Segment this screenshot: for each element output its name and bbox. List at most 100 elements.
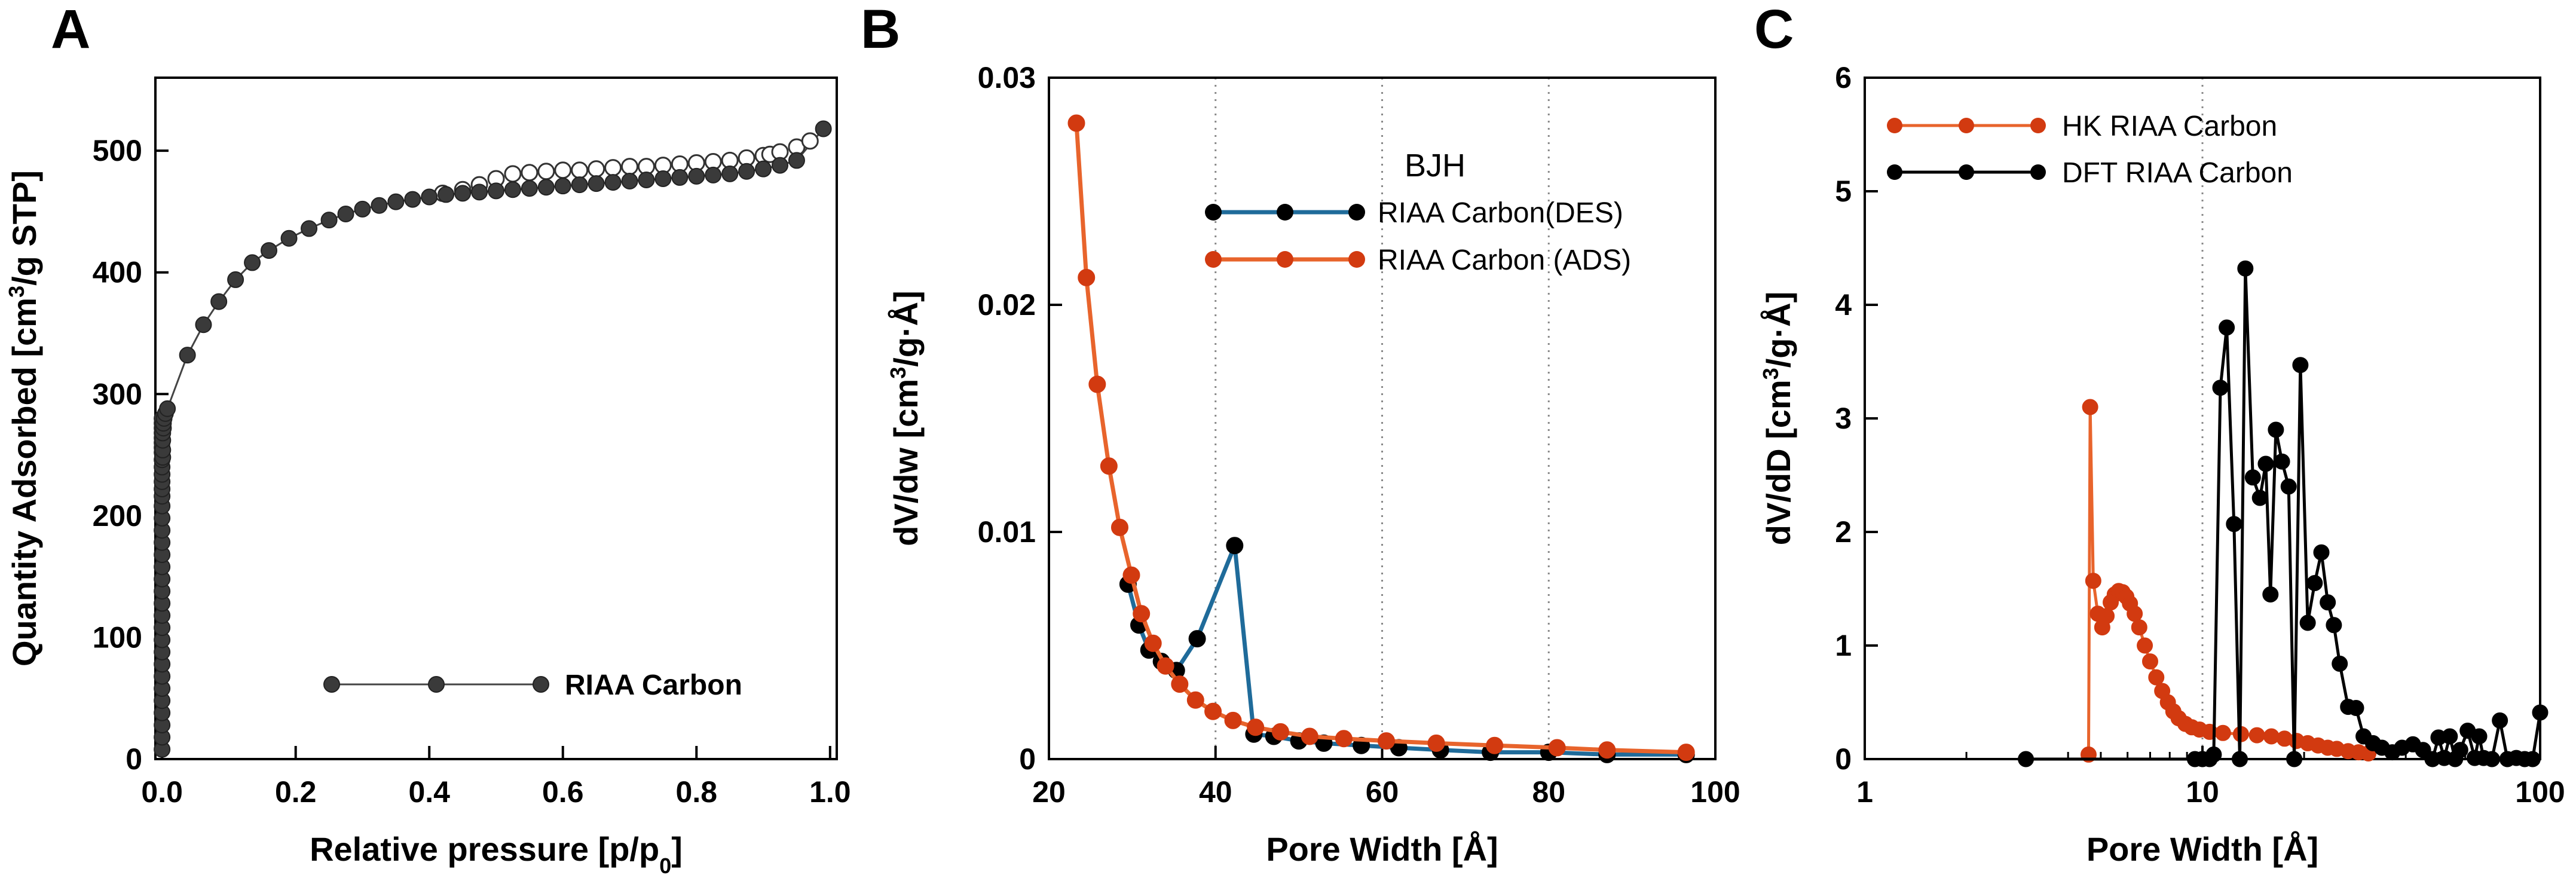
point-adsorption-59 <box>438 186 455 203</box>
point-c-1-7 <box>2226 516 2242 533</box>
point-c-1-16 <box>2280 478 2297 495</box>
point-adsorption-62 <box>488 182 504 200</box>
point-b-1-18 <box>1427 734 1445 752</box>
point-c-1-26 <box>2348 700 2364 716</box>
point-c-1-49 <box>2524 751 2541 767</box>
point-c-1-4 <box>2205 746 2222 763</box>
point-adsorption-72 <box>654 170 672 187</box>
point-c-0-5 <box>2098 608 2115 625</box>
point-c-1-10 <box>2244 469 2261 486</box>
point-desorption-5 <box>521 164 539 182</box>
point-c-0-13 <box>2131 619 2147 636</box>
point-b-1-22 <box>1677 744 1695 761</box>
point-adsorption-60 <box>454 185 472 202</box>
point-adsorption-68 <box>588 175 605 192</box>
point-adsorption-50 <box>280 230 298 247</box>
x-tick-label-a-5: 1.0 <box>809 775 851 809</box>
point-b-1-0 <box>1067 114 1085 132</box>
legend-marker-c-0-2 <box>2030 118 2046 133</box>
point-b-1-3 <box>1100 457 1118 475</box>
point-desorption-10 <box>604 159 622 177</box>
legend-marker-b-0-2 <box>1348 204 1365 221</box>
y-tick-label-c-2: 2 <box>1835 515 1852 549</box>
y-tick-label-c-0: 0 <box>1835 742 1852 776</box>
point-c-1-15 <box>2274 453 2290 470</box>
point-c-1-19 <box>2299 614 2316 631</box>
point-c-1-0 <box>2018 751 2035 767</box>
point-c-0-25 <box>2214 724 2231 741</box>
point-desorption-9 <box>588 160 605 178</box>
legend-marker-c-0-1 <box>1959 118 1974 133</box>
point-b-1-14 <box>1271 723 1289 741</box>
point-c-1-12 <box>2257 455 2274 472</box>
y-tick-label-b-2: 0.02 <box>978 288 1036 322</box>
point-adsorption-56 <box>387 193 405 210</box>
y-tick-label-c-5: 5 <box>1835 175 1852 208</box>
y-tick-label-c-1: 1 <box>1835 629 1852 662</box>
point-b-1-4 <box>1110 518 1128 536</box>
panel-letter-b: B <box>861 0 900 60</box>
x-tick-label-b-1: 40 <box>1199 775 1232 809</box>
point-c-1-42 <box>2471 728 2488 745</box>
point-adsorption-51 <box>301 220 318 237</box>
point-c-1-22 <box>2320 594 2336 611</box>
point-adsorption-45 <box>195 316 212 334</box>
point-adsorption-69 <box>604 174 622 191</box>
legend-marker-b-0-0 <box>1205 204 1222 221</box>
point-b-1-20 <box>1548 739 1566 757</box>
point-b-1-19 <box>1486 736 1504 754</box>
point-b-1-15 <box>1301 727 1318 745</box>
point-desorption-6 <box>537 163 555 181</box>
legend-marker-b-1-0 <box>1205 251 1222 268</box>
point-c-0-14 <box>2137 637 2153 654</box>
point-adsorption-52 <box>320 212 338 229</box>
point-c-0-1 <box>2082 399 2098 415</box>
x-tick-label-c-0: 1 <box>1856 775 1873 809</box>
point-c-0-12 <box>2127 605 2143 622</box>
point-adsorption-70 <box>621 173 638 190</box>
legend-marker-riaa-0 <box>323 676 340 693</box>
point-c-1-23 <box>2326 617 2342 634</box>
point-b-1-21 <box>1598 741 1616 759</box>
legend-marker-c-1-2 <box>2030 164 2046 180</box>
legend-label-b-1: RIAA Carbon (ADS) <box>1378 244 1631 276</box>
point-b-1-2 <box>1088 375 1106 393</box>
x-tick-label-a-2: 0.4 <box>408 775 450 809</box>
legend-marker-c-0-0 <box>1887 118 1902 133</box>
point-adsorption-54 <box>354 200 371 218</box>
point-c-1-21 <box>2313 544 2330 561</box>
point-b-1-16 <box>1335 730 1353 748</box>
point-c-1-5 <box>2212 380 2229 396</box>
point-b-1-13 <box>1247 718 1265 736</box>
point-b-1-1 <box>1078 268 1096 286</box>
point-c-1-14 <box>2268 421 2284 438</box>
chart-a: 0.0 0.2 0.4 0.6 0.8 1.0 0 100 200 300 400 500 Relati… <box>4 77 851 878</box>
point-b-1-6 <box>1133 605 1151 623</box>
point-adsorption-58 <box>421 188 438 206</box>
y-tick-label-a-2: 200 <box>93 499 142 533</box>
point-c-0-27 <box>2248 727 2265 744</box>
point-adsorption-76 <box>721 165 739 182</box>
x-tick-label-b-4: 100 <box>1690 775 1740 809</box>
point-c-1-44 <box>2483 751 2500 767</box>
x-tick-label-b-2: 60 <box>1366 775 1399 809</box>
point-desorption-11 <box>621 158 639 176</box>
y-tick-label-b-3: 0.03 <box>978 61 1036 94</box>
legend-marker-riaa-1 <box>428 676 445 693</box>
x-tick-label-c-2: 100 <box>2515 775 2565 809</box>
x-tick-label-a-4: 0.8 <box>676 775 718 809</box>
point-c-1-45 <box>2492 712 2508 729</box>
point-c-0-15 <box>2141 653 2158 670</box>
legend-marker-c-1-1 <box>1959 164 1974 180</box>
point-adsorption-75 <box>705 166 722 183</box>
legend-label-riaa: RIAA Carbon <box>565 669 742 701</box>
point-adsorption-57 <box>404 191 421 208</box>
point-c-1-9 <box>2237 260 2254 277</box>
point-adsorption-81 <box>815 120 832 137</box>
point-adsorption-48 <box>244 254 261 271</box>
x-axis-label-a: Relative pressure [p/p0] <box>310 830 683 878</box>
point-adsorption-73 <box>671 169 689 186</box>
point-b-1-12 <box>1224 711 1242 729</box>
panel-letter-a: A <box>51 0 90 60</box>
point-b-1-5 <box>1122 566 1140 584</box>
